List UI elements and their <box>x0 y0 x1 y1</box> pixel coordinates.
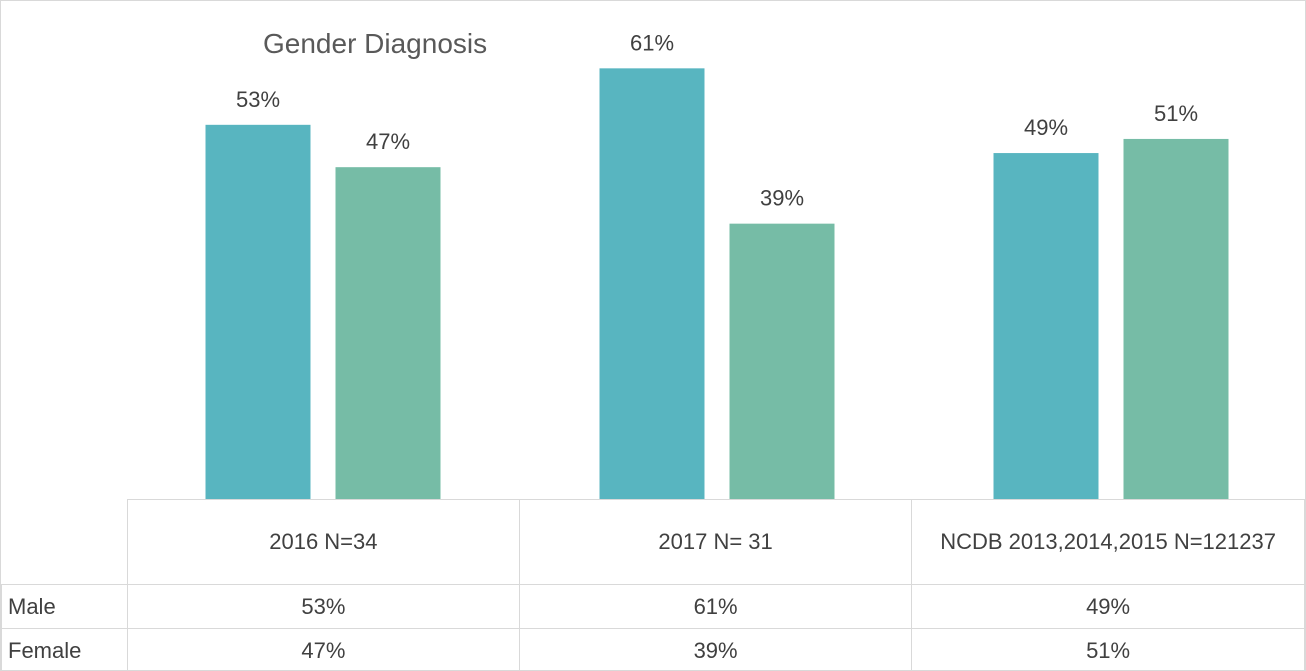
bar <box>729 223 835 499</box>
category-label: 2016 N=34 <box>126 499 520 585</box>
data-label: 53% <box>236 87 280 112</box>
table-value: 61% <box>518 584 913 629</box>
category-label: NCDB 2013,2014,2015 N=121237 <box>911 499 1305 585</box>
bar <box>1123 138 1229 499</box>
chart-title: Gender Diagnosis <box>263 28 487 59</box>
data-label: 47% <box>366 129 410 154</box>
table-corner <box>1 499 128 585</box>
table-value: 51% <box>911 628 1305 671</box>
bar <box>205 124 311 499</box>
table-value: 53% <box>126 584 520 629</box>
table-value: 49% <box>911 584 1305 629</box>
bar <box>599 68 705 499</box>
bar <box>993 153 1099 499</box>
data-label: 49% <box>1024 115 1068 140</box>
table-row: Male 53% 61% 49% <box>1 584 1305 629</box>
legend-label: Female <box>1 628 128 671</box>
data-label: 39% <box>760 186 804 211</box>
table-value: 47% <box>126 628 520 671</box>
data-label: 61% <box>630 30 674 55</box>
data-label: 51% <box>1154 101 1198 126</box>
legend-label: Male <box>1 584 128 629</box>
data-table: 2016 N=34 2017 N= 31 NCDB 2013,2014,2015 N… <box>1 499 1305 671</box>
bar <box>335 167 441 499</box>
plot: Gender Diagnosis 53% 61% 49% 47% 39% 51% <box>205 28 1229 499</box>
table-row: Female 47% 39% 51% <box>1 628 1305 671</box>
table-value: 39% <box>518 628 913 671</box>
category-label: 2017 N= 31 <box>518 499 913 585</box>
table-header-row: 2016 N=34 2017 N= 31 NCDB 2013,2014,2015 N… <box>1 499 1305 585</box>
